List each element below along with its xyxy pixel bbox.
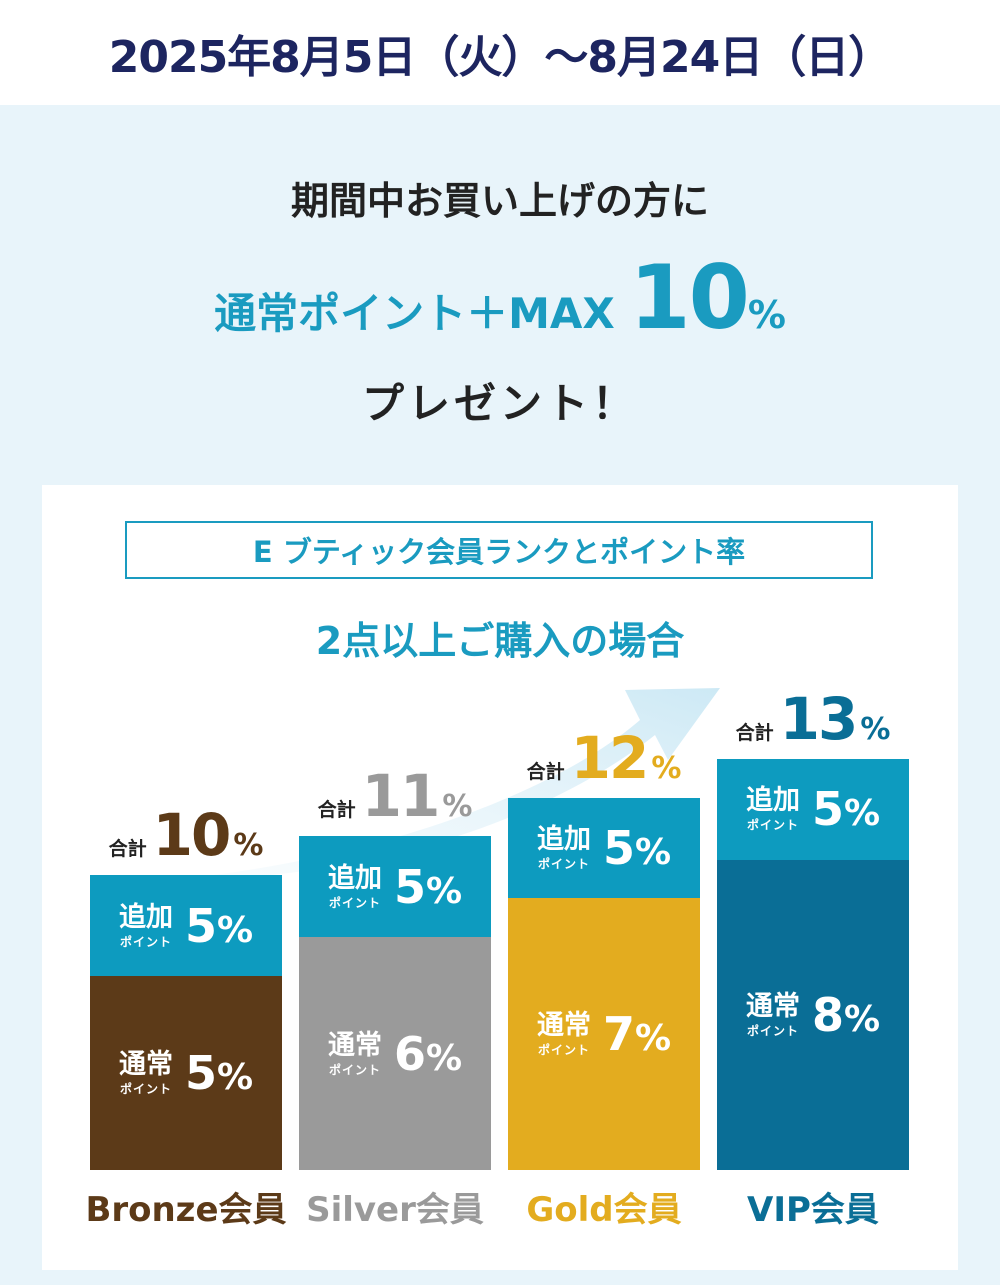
bonus-segment-3: 追加 ポイント 5% [717, 758, 909, 860]
regular-label-sub: ポイント [746, 1023, 799, 1038]
regular-label: 通常 ポイント [119, 1051, 173, 1095]
bonus-label: 追加 ポイント [119, 904, 173, 948]
bonus-segment-2: 追加 ポイント 5% [508, 797, 700, 899]
total-percent-sign: % [860, 711, 891, 747]
tier-name-0: Bronze会員 [85, 1190, 287, 1230]
regular-label-sub: ポイント [537, 1043, 590, 1058]
regular-label-main: 通常 [118, 1049, 173, 1080]
regular-label-sub: ポイント [328, 1062, 381, 1077]
regular-value-1: 6% [393, 1026, 463, 1081]
percent-sign: % [843, 998, 881, 1040]
bonus-label: 追加 ポイント [537, 826, 591, 870]
percent-sign: % [425, 870, 463, 912]
total-label-text: 合計 [735, 721, 774, 744]
regular-label-main: 通常 [536, 1010, 591, 1042]
bonus-value-2: 5% [602, 820, 672, 875]
bonus-value-0: 5% [184, 898, 254, 953]
promo-offer-value: 10 [629, 246, 749, 349]
regular-value-0: 5% [184, 1046, 254, 1100]
regular-label-main: 通常 [745, 990, 800, 1022]
bonus-label-main: 追加 [327, 862, 382, 894]
promo-offer-lead: 通常ポイント＋MAX [214, 289, 630, 338]
promo-headline: 期間中お買い上げの方に [290, 179, 709, 223]
regular-value-3: 8% [811, 987, 881, 1042]
total-label-2: 合計 12% [498, 724, 710, 792]
bonus-label-main: 追加 [536, 823, 591, 855]
total-value-1: 11 [361, 762, 441, 831]
regular-label: 通常 ポイント [537, 1012, 591, 1056]
bonus-label-sub: ポイント [328, 895, 381, 910]
total-label-text: 合計 [526, 760, 565, 783]
regular-label-sub: ポイント [119, 1082, 172, 1096]
bonus-label-main: 追加 [118, 901, 173, 933]
total-label-text: 合計 [108, 838, 147, 861]
percent-sign: % [634, 831, 672, 873]
total-value-3: 13 [779, 684, 859, 753]
regular-label-main: 通常 [327, 1029, 382, 1061]
total-label-0: 合計 10% [80, 801, 292, 869]
tier-name-3: VIP会員 [747, 1190, 879, 1230]
percent-sign: % [425, 1037, 463, 1079]
bonus-segment-1: 追加 ポイント 5% [299, 836, 491, 938]
promo-offer: 通常ポイント＋MAX 10% [0, 246, 1000, 349]
regular-segment-0: 通常 ポイント 5% [90, 976, 282, 1170]
tier-name-1: Silver会員 [306, 1190, 484, 1230]
bonus-value-1: 5% [393, 859, 463, 914]
total-percent-sign: % [651, 750, 682, 786]
bonus-label-sub: ポイント [537, 856, 590, 871]
regular-segment-3: 通常 ポイント 8% [717, 859, 909, 1170]
total-value-0: 10 [152, 801, 232, 870]
bonus-label-sub: ポイント [746, 818, 799, 833]
total-label-3: 合計 13% [707, 685, 919, 753]
bonus-label-sub: ポイント [119, 934, 172, 949]
regular-value-2: 7% [602, 1007, 672, 1062]
campaign-date-range: 2025年8月5日（火）～8月24日（日） [108, 31, 893, 83]
total-value-2: 12 [570, 723, 650, 792]
percent-sign: % [216, 909, 254, 951]
date-banner: 2025年8月5日（火）～8月24日（日） [0, 0, 1000, 105]
promo-offer-unit: % [747, 293, 786, 337]
regular-segment-1: 通常 ポイント 6% [299, 937, 491, 1170]
percent-sign: % [634, 1018, 672, 1060]
rank-title: E ブティック会員ランクとポイント率 [252, 535, 746, 569]
rank-title-box: E ブティック会員ランクとポイント率 [125, 521, 873, 579]
total-percent-sign: % [442, 789, 473, 825]
percent-sign: % [216, 1057, 254, 1098]
tier-name-2: Gold会員 [526, 1190, 682, 1230]
regular-label: 通常 ポイント [328, 1032, 382, 1076]
regular-label: 通常 ポイント [746, 993, 800, 1037]
bonus-label: 追加 ポイント [328, 865, 382, 909]
promo-present: プレゼント！ [361, 379, 638, 428]
total-percent-sign: % [233, 828, 264, 864]
total-label-text: 合計 [317, 799, 356, 822]
bonus-label: 追加 ポイント [746, 787, 800, 831]
percent-sign: % [843, 793, 881, 835]
total-label-1: 合計 11% [289, 762, 501, 830]
chart-title: 2点以上ご購入の場合 [315, 619, 685, 663]
bonus-value-3: 5% [811, 782, 881, 837]
regular-segment-2: 通常 ポイント 7% [508, 898, 700, 1170]
bonus-label-main: 追加 [745, 785, 800, 817]
bonus-segment-0: 追加 ポイント 5% [90, 875, 282, 976]
